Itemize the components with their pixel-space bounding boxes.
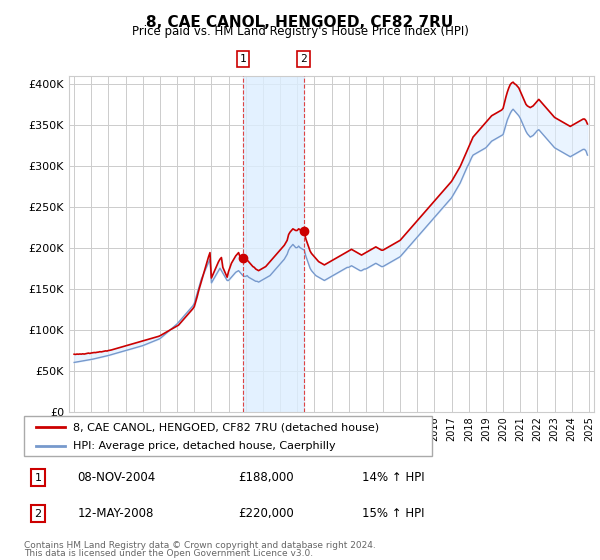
Text: 2: 2	[300, 54, 307, 64]
Text: £188,000: £188,000	[238, 471, 294, 484]
Text: 1: 1	[35, 473, 41, 483]
Text: 2: 2	[35, 509, 41, 519]
Text: Contains HM Land Registry data © Crown copyright and database right 2024.: Contains HM Land Registry data © Crown c…	[24, 541, 376, 550]
Text: £220,000: £220,000	[238, 507, 294, 520]
Text: 8, CAE CANOL, HENGOED, CF82 7RU (detached house): 8, CAE CANOL, HENGOED, CF82 7RU (detache…	[73, 422, 379, 432]
Text: HPI: Average price, detached house, Caerphilly: HPI: Average price, detached house, Caer…	[73, 441, 335, 451]
FancyBboxPatch shape	[24, 416, 432, 456]
Text: 15% ↑ HPI: 15% ↑ HPI	[362, 507, 425, 520]
Text: 8, CAE CANOL, HENGOED, CF82 7RU: 8, CAE CANOL, HENGOED, CF82 7RU	[146, 15, 454, 30]
Text: 12-MAY-2008: 12-MAY-2008	[77, 507, 154, 520]
Text: 1: 1	[240, 54, 247, 64]
Text: This data is licensed under the Open Government Licence v3.0.: This data is licensed under the Open Gov…	[24, 549, 313, 558]
Text: 14% ↑ HPI: 14% ↑ HPI	[362, 471, 425, 484]
Text: Price paid vs. HM Land Registry's House Price Index (HPI): Price paid vs. HM Land Registry's House …	[131, 25, 469, 38]
Bar	[244, 76, 304, 412]
Text: 08-NOV-2004: 08-NOV-2004	[77, 471, 156, 484]
